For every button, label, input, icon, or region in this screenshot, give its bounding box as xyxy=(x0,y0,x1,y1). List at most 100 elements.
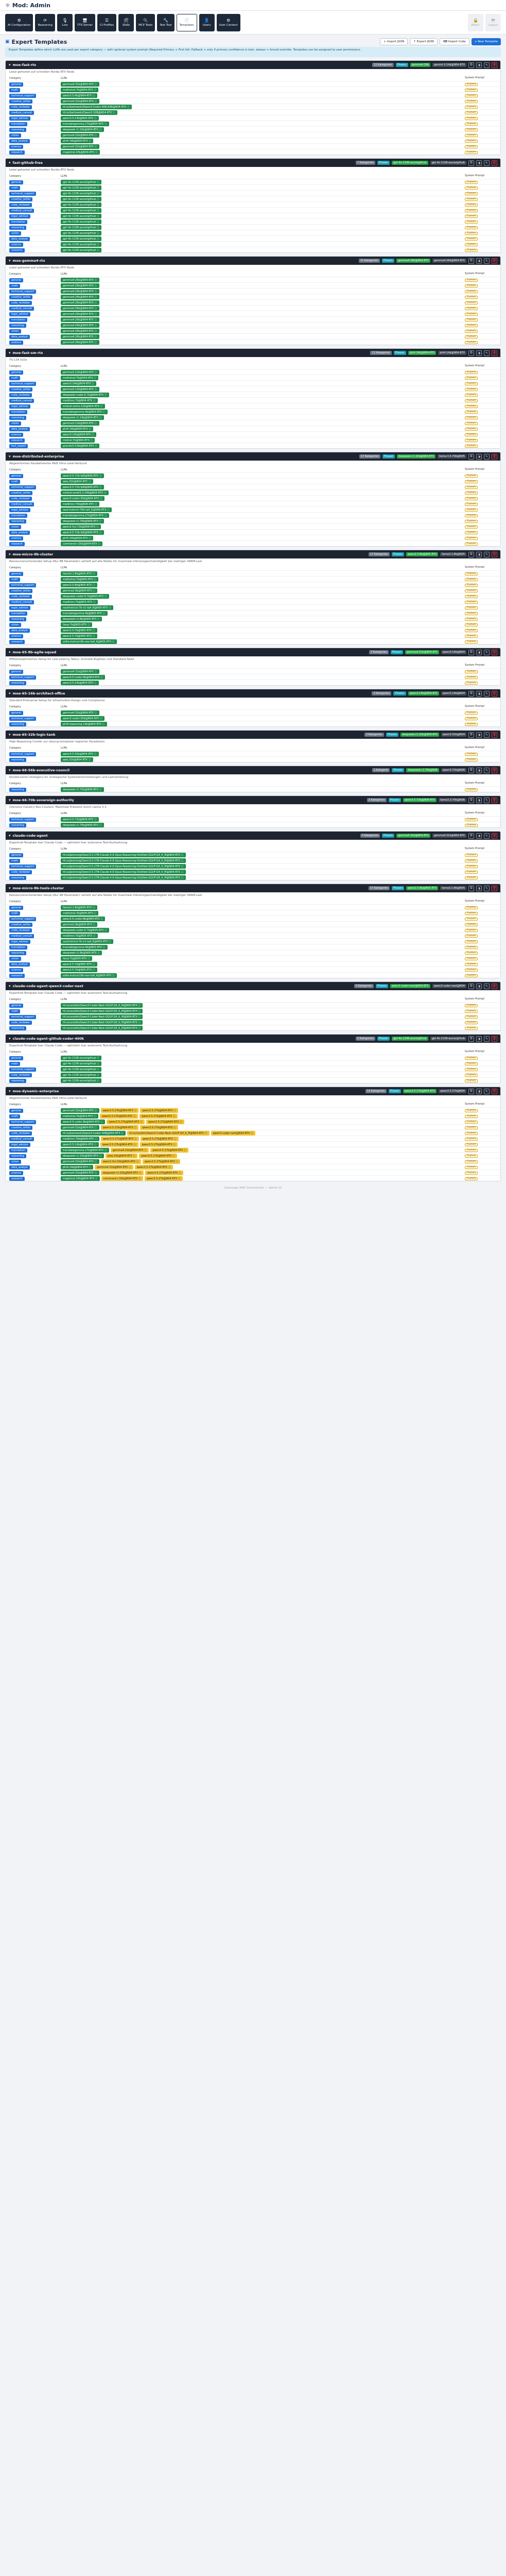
nav-templates-button[interactable]: 📄 Templates xyxy=(176,13,197,31)
nav-test-tool-button[interactable]: 🔧 Test Tool xyxy=(157,13,175,31)
copy-button[interactable]: ⧉ xyxy=(468,1088,474,1094)
nav-logout-button[interactable]: ⬒ Logout xyxy=(485,13,501,31)
trash-button[interactable]: 🗑 xyxy=(492,160,497,166)
toggle-button[interactable]: ◑ xyxy=(476,551,482,557)
copy-button[interactable]: ⧉ xyxy=(468,160,474,166)
toggle-button[interactable]: ◑ xyxy=(476,1088,482,1094)
toggle-button[interactable]: ◑ xyxy=(476,797,482,803)
toggle-button[interactable]: ◑ xyxy=(476,350,482,356)
nav-skills-button[interactable]: 🛠 Skills xyxy=(118,13,134,31)
trash-button[interactable]: 🗑 xyxy=(492,551,497,557)
trash-button[interactable]: 🗑 xyxy=(492,649,497,655)
nav-configuration-button[interactable]: ⚙ AI Configuration xyxy=(5,13,33,31)
chevron-down-icon[interactable]: ▾ xyxy=(9,351,11,355)
import-code-button[interactable]: ⌨ Import Code xyxy=(440,38,469,45)
trash-button[interactable]: 🗑 xyxy=(492,885,497,891)
copy-button[interactable]: ⧉ xyxy=(468,453,474,460)
trash-button[interactable]: 🗑 xyxy=(492,62,497,68)
copy-button[interactable]: ⧉ xyxy=(468,1036,474,1042)
nav-maint-button[interactable]: 🔒 Maint. xyxy=(468,13,483,31)
table-row: math mathstral:7b@N05-RTX ⓘ Custom xyxy=(6,576,500,582)
trash-button[interactable]: 🗑 xyxy=(492,1088,497,1094)
copy-button[interactable]: ⧉ xyxy=(468,767,474,773)
export-json-button[interactable]: ↑ Export JSON xyxy=(410,38,438,45)
toggle-button[interactable]: ◑ xyxy=(476,833,482,839)
chevron-down-icon[interactable]: ▾ xyxy=(9,259,11,263)
chevron-down-icon[interactable]: ▾ xyxy=(9,650,11,654)
toggle-button[interactable]: ◑ xyxy=(476,767,482,773)
edit-button[interactable]: ✎ xyxy=(484,833,490,839)
edit-button[interactable]: ✎ xyxy=(484,1088,490,1094)
trash-button[interactable]: 🗑 xyxy=(492,1036,497,1042)
chevron-down-icon[interactable]: ▾ xyxy=(9,63,11,67)
toggle-button[interactable]: ◑ xyxy=(476,983,482,989)
toggle-button[interactable]: ◑ xyxy=(476,885,482,891)
copy-button[interactable]: ⧉ xyxy=(468,258,474,264)
copy-button[interactable]: ⧉ xyxy=(468,649,474,655)
toggle-button[interactable]: ◑ xyxy=(476,732,482,738)
toggle-button[interactable]: ◑ xyxy=(476,1036,482,1042)
copy-button[interactable]: ⧉ xyxy=(468,797,474,803)
trash-button[interactable]: 🗑 xyxy=(492,350,497,356)
llm-cell: phi4:14b@N04-RTX ⓘ xyxy=(61,138,465,143)
nav-mcp-tools-button[interactable]: 🔌 MCP Tools xyxy=(136,13,155,31)
toggle-button[interactable]: ◑ xyxy=(476,649,482,655)
edit-button[interactable]: ✎ xyxy=(484,732,490,738)
edit-button[interactable]: ✎ xyxy=(484,160,490,166)
edit-button[interactable]: ✎ xyxy=(484,453,490,460)
nav-tts-server-button[interactable]: 🖥 TTS Server xyxy=(75,13,95,31)
edit-button[interactable]: ✎ xyxy=(484,350,490,356)
toggle-button[interactable]: ◑ xyxy=(476,690,482,697)
copy-button[interactable]: ⧉ xyxy=(468,983,474,989)
chevron-down-icon[interactable]: ▾ xyxy=(9,454,11,459)
copy-button[interactable]: ⧉ xyxy=(468,732,474,738)
copy-button[interactable]: ⧉ xyxy=(468,350,474,356)
edit-button[interactable]: ✎ xyxy=(484,551,490,557)
edit-button[interactable]: ✎ xyxy=(484,797,490,803)
copy-button[interactable]: ⧉ xyxy=(468,885,474,891)
trash-button[interactable]: 🗑 xyxy=(492,833,497,839)
chevron-down-icon[interactable]: ▾ xyxy=(9,798,11,802)
chevron-down-icon[interactable]: ▾ xyxy=(9,768,11,772)
chevron-down-icon[interactable]: ▾ xyxy=(9,886,11,890)
trash-button[interactable]: 🗑 xyxy=(492,732,497,738)
trash-button[interactable]: 🗑 xyxy=(492,690,497,697)
edit-button[interactable]: ✎ xyxy=(484,1036,490,1042)
copy-button[interactable]: ⧉ xyxy=(468,62,474,68)
edit-button[interactable]: ✎ xyxy=(484,767,490,773)
trash-button[interactable]: 🗑 xyxy=(492,797,497,803)
copy-button[interactable]: ⧉ xyxy=(468,833,474,839)
chevron-down-icon[interactable]: ▾ xyxy=(9,1089,11,1093)
chevron-down-icon[interactable]: ▾ xyxy=(9,161,11,165)
edit-button[interactable]: ✎ xyxy=(484,258,490,264)
trash-button[interactable]: 🗑 xyxy=(492,767,497,773)
toggle-button[interactable]: ◑ xyxy=(476,258,482,264)
toggle-button[interactable]: ◑ xyxy=(476,62,482,68)
chevron-down-icon[interactable]: ▾ xyxy=(9,552,11,556)
trash-button[interactable]: 🗑 xyxy=(492,258,497,264)
edit-button[interactable]: ✎ xyxy=(484,983,490,989)
chevron-down-icon[interactable]: ▾ xyxy=(9,733,11,737)
chevron-down-icon[interactable]: ▾ xyxy=(9,834,11,838)
chevron-down-icon[interactable]: ▾ xyxy=(9,1037,11,1041)
table-row: creative_writer mistral-small3.1:24b@N04-… xyxy=(6,489,500,495)
chevron-down-icon[interactable]: ▾ xyxy=(9,984,11,988)
trash-button[interactable]: 🗑 xyxy=(492,983,497,989)
new-template-button[interactable]: + New Template xyxy=(471,38,501,45)
nav-reasoning-button[interactable]: ⟳ Reasoning xyxy=(35,13,55,31)
copy-button[interactable]: ⧉ xyxy=(468,551,474,557)
edit-button[interactable]: ✎ xyxy=(484,62,490,68)
toggle-button[interactable]: ◑ xyxy=(476,453,482,460)
chevron-down-icon[interactable]: ▾ xyxy=(9,691,11,696)
edit-button[interactable]: ✎ xyxy=(484,885,490,891)
nav-ci-profiles-button[interactable]: ☰ CI Profiles xyxy=(97,13,117,31)
nav-live-button[interactable]: 🎙 Live xyxy=(57,13,73,31)
nav-users-button[interactable]: 👤 Users xyxy=(199,13,215,31)
import-json-button[interactable]: ↓ Import JSON xyxy=(380,38,408,45)
nav-user-content-button[interactable]: ⚙ User Content xyxy=(216,13,240,31)
trash-button[interactable]: 🗑 xyxy=(492,453,497,460)
edit-button[interactable]: ✎ xyxy=(484,649,490,655)
toggle-button[interactable]: ◑ xyxy=(476,160,482,166)
copy-button[interactable]: ⧉ xyxy=(468,690,474,697)
edit-button[interactable]: ✎ xyxy=(484,690,490,697)
